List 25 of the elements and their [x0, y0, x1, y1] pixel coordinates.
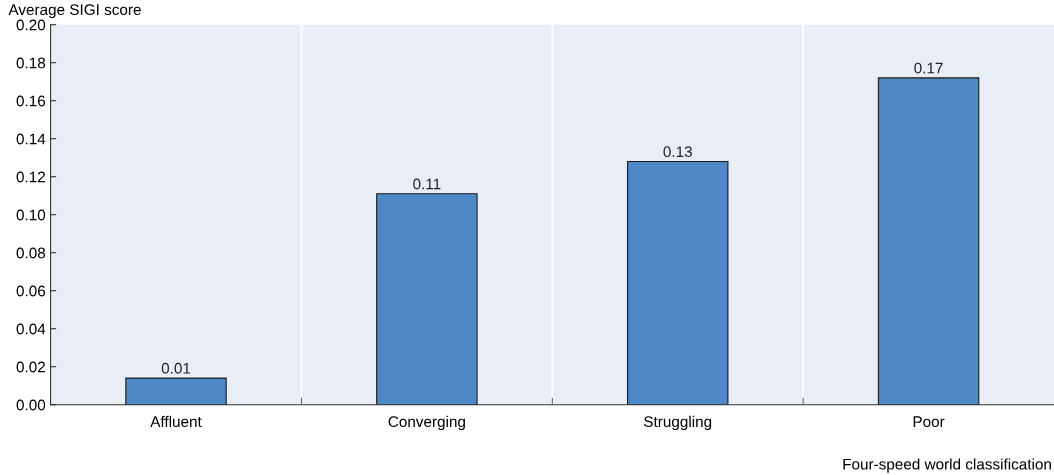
data-label: 0.13: [663, 146, 692, 158]
y-tick-label: 0.20: [16, 19, 46, 31]
bar: [125, 377, 227, 405]
data-label: 0.17: [914, 62, 943, 74]
y-axis-title: Average SIGI score: [8, 4, 141, 19]
y-tick-label: 0.18: [16, 57, 46, 69]
bar: [877, 77, 980, 405]
x-tick-label: Converging: [388, 415, 465, 431]
x-tick-label: Affluent: [150, 415, 202, 428]
y-tick-label: 0.14: [16, 133, 46, 145]
x-tick-label: Poor: [913, 416, 945, 428]
y-tick-label: 0.08: [16, 247, 46, 259]
y-tick-label: 0.04: [16, 323, 46, 335]
bar: [376, 193, 478, 405]
bar: [626, 160, 729, 405]
y-tick-label: 0.16: [16, 95, 46, 107]
data-label: 0.11: [413, 178, 441, 190]
y-tick-label: 0.12: [16, 171, 45, 183]
y-tick-label: 0.02: [16, 361, 45, 373]
y-tick-label: 0.06: [16, 285, 46, 297]
x-axis-title: Four-speed world classification: [843, 458, 1051, 473]
data-label: 0.01: [161, 362, 191, 374]
y-tick-label: 0.00: [16, 399, 46, 411]
y-tick-label: 0.10: [16, 209, 46, 221]
x-tick-label: Struggling: [644, 415, 712, 431]
